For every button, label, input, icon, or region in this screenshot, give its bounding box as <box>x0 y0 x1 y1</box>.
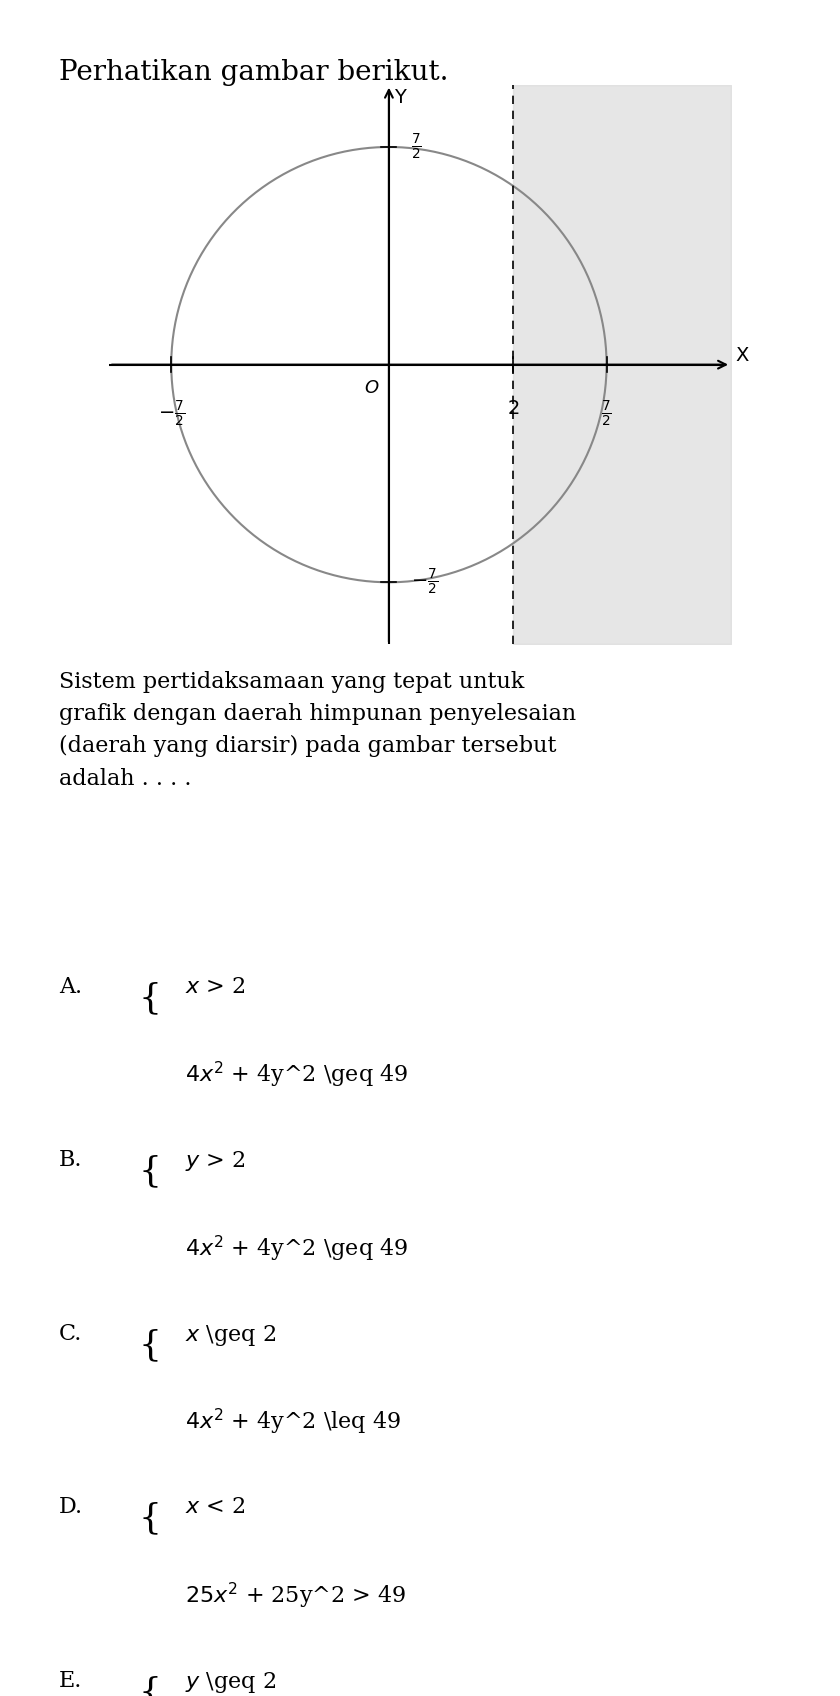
Text: A.: A. <box>59 975 82 997</box>
Text: Y: Y <box>394 88 406 107</box>
Text: {: { <box>139 1501 161 1535</box>
Text: $-\frac{7}{2}$: $-\frac{7}{2}$ <box>158 399 185 429</box>
Text: C.: C. <box>59 1323 82 1345</box>
Text: Perhatikan gambar berikut.: Perhatikan gambar berikut. <box>59 59 449 86</box>
Text: $\mathit{4x^2}$ + 4y^2 \leq 49: $\mathit{4x^2}$ + 4y^2 \leq 49 <box>185 1408 401 1437</box>
Text: O: O <box>365 380 379 397</box>
Text: $\frac{7}{2}$: $\frac{7}{2}$ <box>411 132 422 163</box>
Text: {: { <box>139 1328 161 1362</box>
Text: D.: D. <box>59 1496 83 1518</box>
Text: {: { <box>139 1155 161 1189</box>
Text: $\mathit{4x^2}$ + 4y^2 \geq 49: $\mathit{4x^2}$ + 4y^2 \geq 49 <box>185 1233 408 1264</box>
Text: $2$: $2$ <box>507 399 519 417</box>
Text: $\frac{7}{2}$: $\frac{7}{2}$ <box>601 399 612 429</box>
Text: $\mathit{x}$ \geq 2: $\mathit{x}$ \geq 2 <box>185 1323 276 1348</box>
Text: $\mathit{x}$ < 2: $\mathit{x}$ < 2 <box>185 1496 245 1518</box>
Text: $\mathit{y}$ > 2: $\mathit{y}$ > 2 <box>185 1150 245 1174</box>
Text: {: { <box>139 980 161 1014</box>
Text: B.: B. <box>59 1150 82 1172</box>
Text: E.: E. <box>59 1669 82 1691</box>
Text: $\mathit{25x^2}$ + 25y^2 > 49: $\mathit{25x^2}$ + 25y^2 > 49 <box>185 1581 406 1611</box>
Text: $\mathit{y}$ \geq 2: $\mathit{y}$ \geq 2 <box>185 1669 276 1694</box>
Text: X: X <box>736 346 749 365</box>
Text: Sistem pertidaksamaan yang tepat untuk
grafik dengan daerah himpunan penyelesaia: Sistem pertidaksamaan yang tepat untuk g… <box>59 672 576 790</box>
Text: $-\frac{7}{2}$: $-\frac{7}{2}$ <box>411 566 438 597</box>
Text: $\mathit{x}$ > 2: $\mathit{x}$ > 2 <box>185 975 245 997</box>
Text: {: { <box>139 1676 161 1696</box>
Text: $\mathit{4x^2}$ + 4y^2 \geq 49: $\mathit{4x^2}$ + 4y^2 \geq 49 <box>185 1060 408 1091</box>
